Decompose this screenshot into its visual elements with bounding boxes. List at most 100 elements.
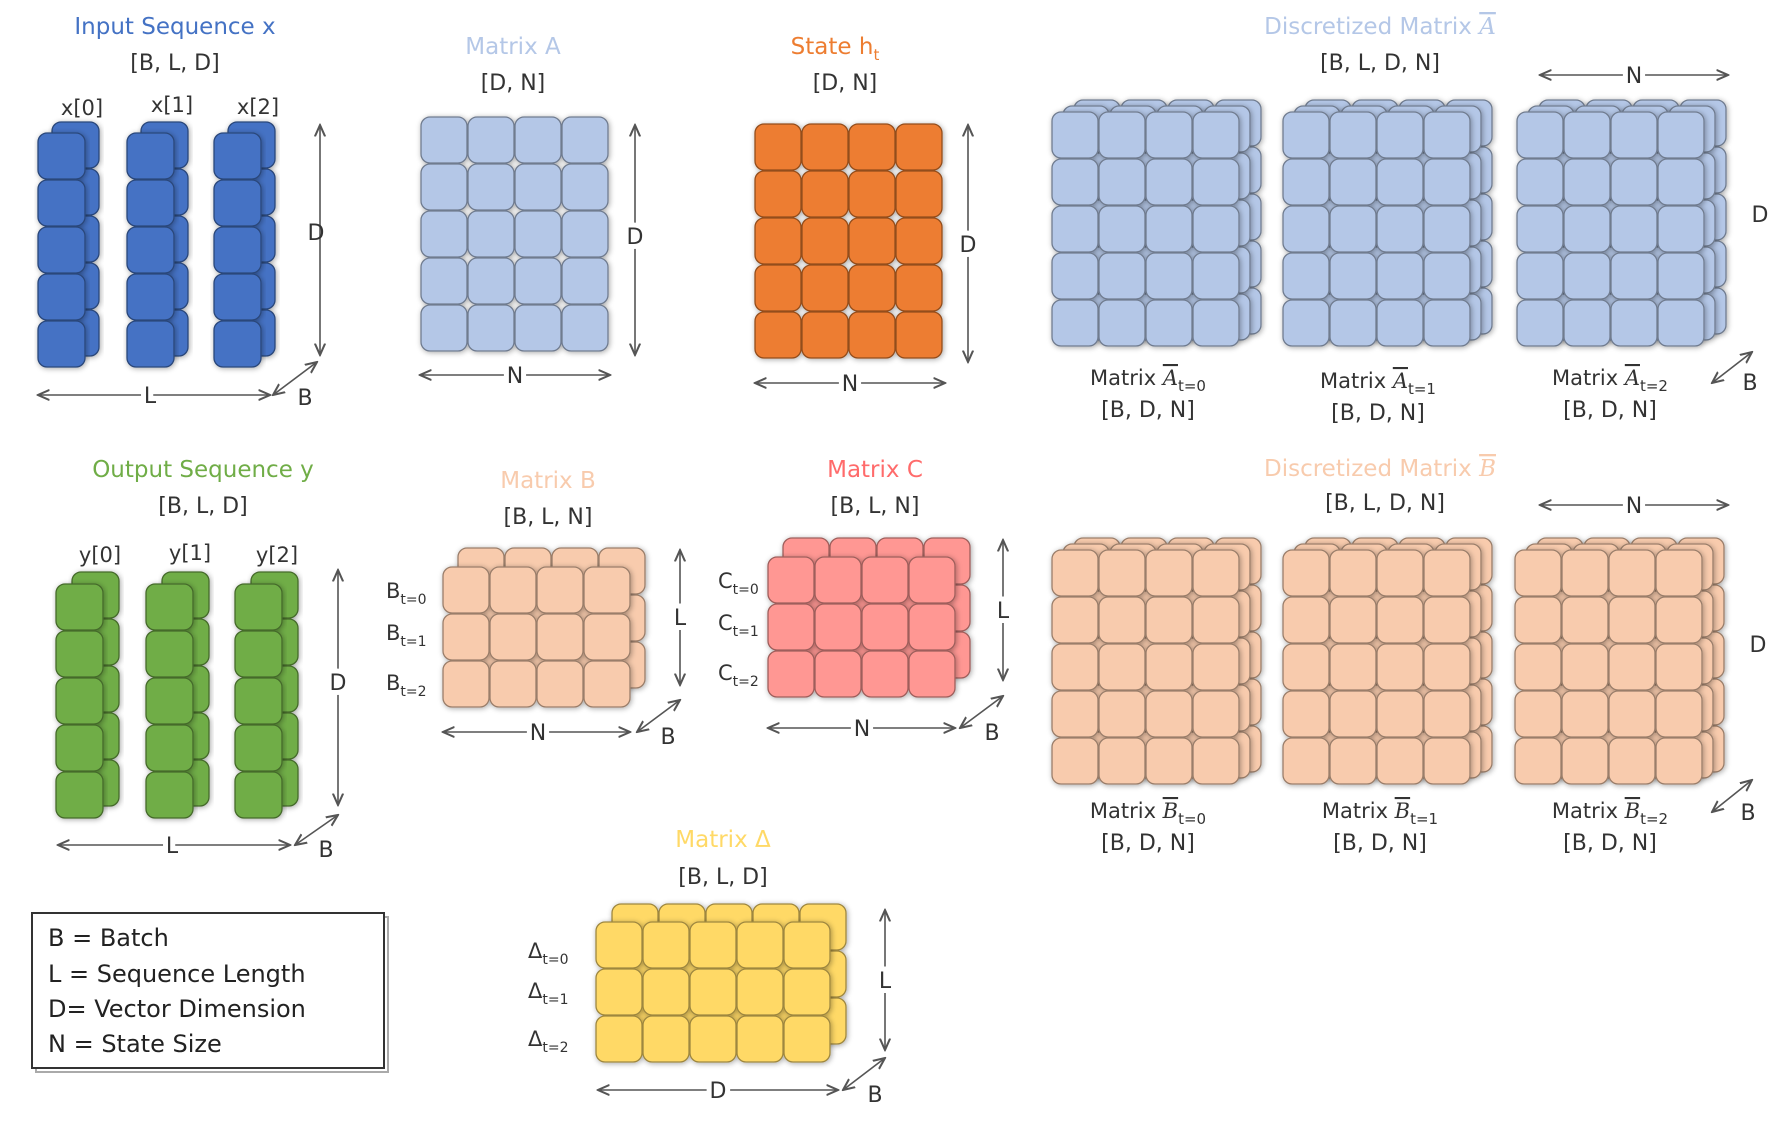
discretized-a-block-0-layer-0-cell-r0c3	[1192, 111, 1240, 159]
discretized-a-block-2-layer-0-cell-r4c1	[1563, 299, 1611, 347]
discretized-b-block-0-layer-0-cell-r0c3	[1192, 549, 1240, 597]
input-item-label-2: x[2]	[237, 95, 279, 119]
matrix-b-l-axis-label: L	[674, 606, 687, 631]
discretized-b-block-2-layer-0-cell-r1c3	[1655, 596, 1703, 644]
matrix-a-d-axis-label: D	[627, 225, 644, 250]
legend-border	[31, 912, 385, 1069]
discretized-a-block-0-layer-0-cell-r2c1	[1098, 205, 1146, 253]
input-vector-0-front-cell-r3c0	[37, 273, 86, 321]
discretized-a-d-axis-label: D	[1752, 203, 1769, 228]
matrix-a-cell-r1c2	[514, 163, 562, 211]
state-cell-r3c0	[754, 264, 802, 312]
discretized-a-block-0-layer-0-cell-r4c2	[1145, 299, 1193, 347]
discretized-a-block-2-layer-0-cell-r0c1	[1563, 111, 1611, 159]
matrix-delta-l-axis-label: L	[879, 969, 892, 994]
state-cell-r2c2	[848, 217, 896, 265]
matrix-delta-front-cell-r2c3	[736, 1015, 784, 1063]
output-vector-2-front-cell-r3c0	[234, 724, 283, 772]
discretized-b-block-1-layer-0-cell-r3c1	[1329, 690, 1377, 738]
output-vector-1-front-cell-r0c0	[145, 583, 194, 631]
discretized-b-block-0-layer-0-cell-r2c2	[1145, 643, 1193, 691]
input-vector-0-front	[37, 132, 86, 368]
matrix-a-cell-r3c3	[561, 257, 609, 305]
matrix-c-section: Matrix C [B, L, N] Ct=0 Ct=1 Ct=2 L N B	[718, 457, 1015, 747]
discretized-b-block-2-layer-0-cell-r2c2	[1608, 643, 1656, 691]
discretized-b-title-sym: B	[1478, 456, 1496, 482]
matrix-a-cell-r4c3	[561, 304, 609, 352]
state-shape: [D, N]	[813, 71, 878, 96]
output-d-axis-label: D	[330, 671, 347, 696]
discretized-b-block-1-layer-0-cell-r1c2	[1376, 596, 1424, 644]
state-cell-r4c2	[848, 311, 896, 359]
input-vector-2-front-cell-r4c0	[213, 320, 262, 368]
output-vector-1-front	[145, 583, 194, 819]
matrix-a-cell-r2c2	[514, 210, 562, 258]
discretized-b-item-0-shape: [B, D, N]	[1101, 831, 1195, 856]
state-cell-r0c1	[801, 123, 849, 171]
matrix-a-title: Matrix A	[465, 34, 561, 60]
discretized-a-block-1-layer-0-cell-r4c3	[1423, 299, 1471, 347]
matrix-delta-front-cell-r1c0	[595, 968, 643, 1016]
state-cell-r3c1	[801, 264, 849, 312]
discretized-b-block-1-layer-0-cell-r2c1	[1329, 643, 1377, 691]
matrix-delta-front-cell-r0c1	[642, 921, 690, 969]
legend-line-sequence-length: L = Sequence Length	[48, 960, 306, 988]
discretized-b-shape: [B, L, D, N]	[1325, 491, 1445, 516]
discretized-b-block-0-layer-0-cell-r4c2	[1145, 737, 1193, 785]
discretized-a-block-0-layer-0-cell-r4c3	[1192, 299, 1240, 347]
input-vector-2-front-cell-r3c0	[213, 273, 262, 321]
matrix-delta-front-cell-r2c2	[689, 1015, 737, 1063]
matrix-b-row-label-0: Bt=0	[386, 579, 427, 608]
state-cell-r1c3	[895, 170, 943, 218]
discretized-a-block-2-layer-0-cell-r2c1	[1563, 205, 1611, 253]
discretized-b-n-axis-label: N	[1626, 494, 1642, 519]
discretized-a-title: Discretized Matrix A	[1264, 14, 1496, 40]
discretized-b-block-2-layer-0-cell-r2c1	[1561, 643, 1609, 691]
matrix-b-title: Matrix B	[500, 468, 596, 494]
matrix-delta-section: Matrix Δ [B, L, D] Δt=0 Δt=1 Δt=2 L D B	[528, 827, 897, 1109]
discretized-a-title-sym: A	[1477, 14, 1496, 40]
input-item-label-1: x[1]	[151, 93, 193, 117]
discretized-a-block-1-layer-0	[1282, 111, 1471, 347]
matrix-a-cell-r0c0	[420, 116, 468, 164]
discretized-a-block-0-layer-0-cell-r4c0	[1051, 299, 1099, 347]
discretized-b-block-1-layer-0-cell-r1c3	[1423, 596, 1471, 644]
matrix-a-cell-r4c2	[514, 304, 562, 352]
matrix-a-cell-r0c3	[561, 116, 609, 164]
discretized-b-block-0-layer-0-cell-r1c3	[1192, 596, 1240, 644]
discretized-a-block-2-layer-0-cell-r1c3	[1657, 158, 1705, 206]
discretized-a-block-0-layer-0-cell-r3c0	[1051, 252, 1099, 300]
discretized-a-block-0-layer-0-cell-r3c2	[1145, 252, 1193, 300]
discretized-b-block-1-layer-0-cell-r3c3	[1423, 690, 1471, 738]
output-item-label-2: y[2]	[256, 543, 298, 567]
matrix-b-b-axis	[637, 700, 680, 732]
matrix-b-front-cell-r2c2	[536, 660, 584, 708]
matrix-b-front-cell-r1c1	[489, 613, 537, 661]
discretized-a-block-1-layer-0-cell-r0c1	[1329, 111, 1377, 159]
discretized-b-title-main: Discretized Matrix	[1264, 456, 1479, 482]
discretized-a-item-1-shape: [B, D, N]	[1331, 401, 1425, 426]
input-vector-0-front-cell-r1c0	[37, 179, 86, 227]
matrix-c-front-cell-r2c3	[908, 650, 956, 698]
matrix-c-b-axis	[960, 696, 1003, 728]
discretized-a-block-1-layer-0-cell-r0c2	[1376, 111, 1424, 159]
input-vector-1-front-cell-r1c0	[126, 179, 175, 227]
matrix-c-b-axis-label: B	[984, 721, 999, 746]
output-vector-columns	[55, 571, 299, 819]
discretized-a-b-axis-label: B	[1742, 371, 1757, 396]
input-d-axis-label: D	[308, 221, 325, 246]
state-title-main: State h	[791, 34, 874, 60]
discretized-b-block-2-layer-0-cell-r0c1	[1561, 549, 1609, 597]
discretized-a-block-0-layer-0-cell-r2c0	[1051, 205, 1099, 253]
output-item-label-1: y[1]	[169, 541, 211, 565]
input-vector-columns	[37, 121, 276, 368]
discretized-b-block-1-layer-0-cell-r4c2	[1376, 737, 1424, 785]
matrix-b-shape: [B, L, N]	[504, 505, 593, 530]
matrix-delta-front-cell-r0c2	[689, 921, 737, 969]
discretized-a-block-2-layer-0-cell-r4c3	[1657, 299, 1705, 347]
input-sequence-shape: [B, L, D]	[130, 51, 219, 76]
matrix-c-front-cell-r0c2	[861, 556, 909, 604]
matrix-delta-row-label-0: Δt=0	[528, 939, 569, 968]
matrix-c-front-cell-r1c1	[814, 603, 862, 651]
discretized-b-block-1-layer-0-cell-r4c0	[1282, 737, 1330, 785]
